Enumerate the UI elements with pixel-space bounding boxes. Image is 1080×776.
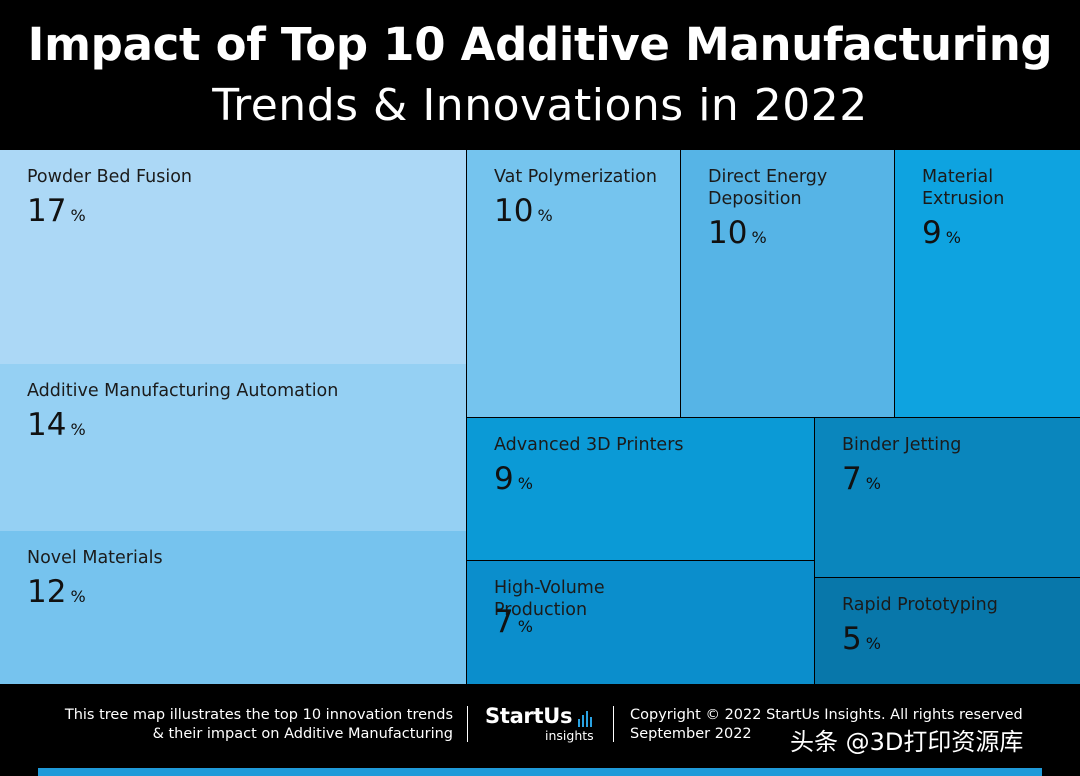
tile-value-number: 14: [27, 407, 67, 443]
footer-divider-right: [613, 706, 614, 742]
tile-value-number: 5: [842, 621, 862, 657]
treemap-tile-vat-polymerization: Vat Polymerization 10%: [467, 150, 680, 417]
treemap-tile-direct-energy-deposition: Direct Energy Deposition 10%: [681, 150, 894, 417]
treemap-tile-high-volume-production: High-Volume Production 7%: [467, 561, 814, 684]
tile-value-unit: %: [865, 474, 881, 493]
treemap-tile-rapid-prototyping: Rapid Prototyping 5%: [815, 578, 1080, 684]
footer-divider-left: [467, 706, 468, 742]
tile-value-number: 10: [708, 215, 748, 251]
tile-value: 10%: [708, 216, 767, 255]
tile-label: Powder Bed Fusion: [27, 167, 193, 187]
footer-description-line1: This tree map illustrates the top 10 inn…: [64, 707, 453, 723]
footer-copyright-block: Copyright © 2022 StartUs Insights. All r…: [630, 706, 1023, 744]
tile-value-unit: %: [70, 587, 86, 606]
tile-label: Vat Polymerization: [494, 167, 657, 187]
tile-value: 12%: [27, 575, 86, 614]
tile-label: Direct Energy Deposition: [708, 167, 828, 209]
treemap-tile-novel-materials: Novel Materials 12%: [0, 531, 466, 684]
bottom-accent-bar: [38, 768, 1042, 776]
tile-value: 7%: [842, 462, 881, 501]
tile-value-number: 10: [494, 193, 534, 229]
tile-label: Advanced 3D Printers: [494, 435, 684, 455]
treemap-tile-binder-jetting: Binder Jetting 7%: [815, 418, 1080, 577]
tile-value-number: 12: [27, 574, 67, 610]
chart-subtitle: Trends & Innovations in 2022: [212, 80, 868, 131]
tile-value-number: 9: [922, 215, 942, 251]
logo-subtext: insights: [545, 728, 594, 743]
footer-description-line2: & their impact on Additive Manufacturing: [152, 726, 453, 742]
treemap-tile-advanced-3d-printers: Advanced 3D Printers 9%: [467, 418, 814, 560]
tile-value-unit: %: [537, 206, 553, 225]
publication-date: September 2022: [630, 726, 752, 742]
copyright-text: Copyright © 2022 StartUs Insights. All r…: [630, 707, 1023, 723]
tile-value: 9%: [494, 462, 533, 501]
header: Impact of Top 10 Additive Manufacturing …: [0, 0, 1080, 150]
logo-text: StartUs: [485, 704, 573, 728]
tile-value-number: 7: [842, 461, 862, 497]
tile-label: Additive Manufacturing Automation: [27, 381, 339, 401]
footer-description: This tree map illustrates the top 10 inn…: [65, 706, 453, 744]
footer: This tree map illustrates the top 10 inn…: [0, 684, 1080, 776]
tile-value: 5%: [842, 622, 881, 661]
tile-value-unit: %: [865, 634, 881, 653]
chart-title: Impact of Top 10 Additive Manufacturing: [27, 18, 1053, 71]
treemap-tile-additive-manufacturing-automation: Additive Manufacturing Automation 14%: [0, 364, 466, 531]
tile-value: 7%: [494, 605, 533, 644]
tile-value-unit: %: [751, 228, 767, 247]
tile-value-unit: %: [517, 474, 533, 493]
tile-value-number: 9: [494, 461, 514, 497]
treemap-tile-material-extrusion: Material Extrusion 9%: [895, 150, 1080, 417]
logo-bars-icon: [578, 709, 592, 727]
tile-label: High-Volume Production: [494, 578, 605, 620]
tile-label: Material Extrusion: [922, 167, 1005, 209]
tile-label: Binder Jetting: [842, 435, 962, 455]
tile-label: Novel Materials: [27, 548, 163, 568]
tile-value-unit: %: [70, 206, 86, 225]
tile-value: 10%: [494, 194, 553, 233]
watermark: 头条 @3D打印资源库: [790, 728, 1024, 756]
tile-label: Rapid Prototyping: [842, 595, 998, 615]
tile-value: 17%: [27, 194, 86, 233]
treemap: Powder Bed Fusion 17% Additive Manufacturi…: [0, 150, 1080, 684]
tile-value-unit: %: [517, 617, 533, 636]
tile-value: 9%: [922, 216, 961, 255]
tile-value: 14%: [27, 408, 86, 447]
tile-value-unit: %: [70, 420, 86, 439]
treemap-tile-powder-bed-fusion: Powder Bed Fusion 17%: [0, 150, 466, 364]
tile-value-unit: %: [945, 228, 961, 247]
tile-value-number: 7: [494, 604, 514, 640]
startus-logo: StartUs insights: [485, 704, 601, 748]
tile-value-number: 17: [27, 193, 67, 229]
